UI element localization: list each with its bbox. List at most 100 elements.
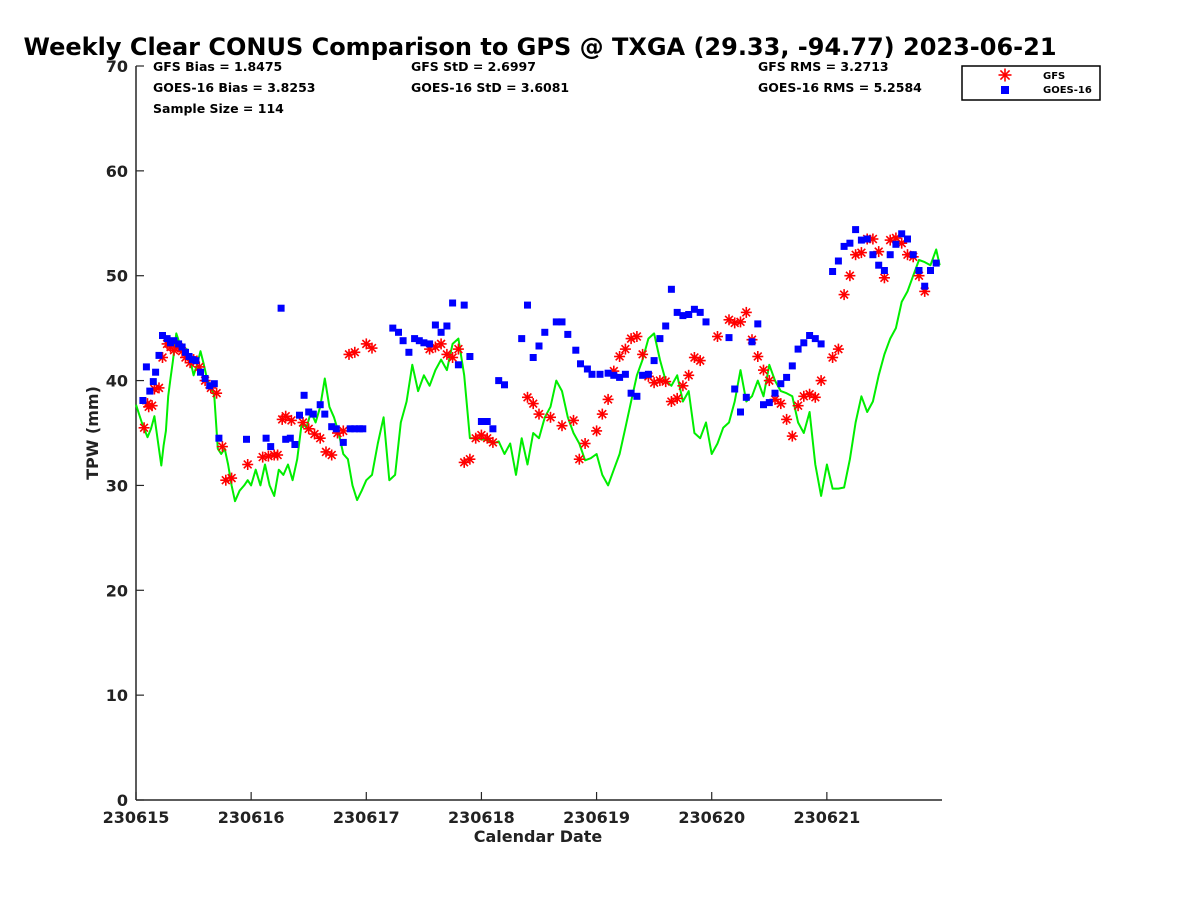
gfs-point (815, 375, 827, 387)
goes-point (541, 328, 549, 336)
goes-point (915, 267, 923, 274)
goes-point (309, 410, 317, 418)
goes-point (725, 334, 733, 342)
goes-point (777, 380, 785, 388)
goes-point (411, 335, 419, 343)
goes-point (426, 340, 434, 348)
legend-gfs-asterisk (998, 68, 1012, 82)
goes-point (552, 318, 560, 326)
goes-point (685, 311, 693, 318)
y-axis-label: TPW (mm) (83, 386, 102, 480)
goes-point (667, 285, 675, 293)
gfs-point (360, 338, 372, 350)
gfs-point (545, 411, 556, 423)
gfs-point (211, 387, 223, 399)
goes-point (742, 393, 750, 401)
gfs-point (146, 400, 158, 412)
goes-point (321, 410, 329, 418)
goes-point (880, 267, 888, 274)
goes-point (155, 351, 163, 359)
gfs-point (809, 391, 821, 403)
gfs-point (280, 410, 292, 422)
axes: 0 10 20 30 40 50 60 70 230615 230616 230617 230618 2… (103, 57, 942, 827)
goes-point (431, 321, 439, 329)
x-tick-label: 230615 (103, 808, 170, 827)
goes-point (610, 371, 618, 379)
goes-point (596, 370, 604, 378)
gfs-point (349, 346, 361, 358)
goes-point (449, 299, 457, 307)
goes-point (800, 339, 808, 347)
gfs-point (758, 364, 769, 376)
goes-point (170, 337, 178, 345)
goes-point (679, 312, 687, 320)
goes-point (210, 380, 218, 388)
goes-point (529, 354, 537, 361)
gfs-point (452, 343, 464, 355)
gfs-point (138, 422, 150, 434)
goes-point (558, 318, 566, 326)
goes-point (794, 345, 802, 353)
goes-point (702, 318, 710, 326)
goes-point (359, 425, 367, 433)
goes-point (346, 425, 354, 433)
goes-point (588, 370, 596, 378)
goes-point (339, 438, 347, 446)
goes-point (483, 418, 491, 425)
gfs-point (792, 400, 804, 412)
gfs-point (556, 420, 568, 432)
gfs-point (614, 351, 626, 362)
goes-point (604, 369, 612, 377)
legend-box (961, 65, 1101, 101)
y-tick-label: 70 (106, 57, 128, 76)
goes-point (583, 365, 591, 373)
goes-point (437, 328, 445, 336)
goes-point (892, 240, 900, 248)
gfs-point (677, 380, 689, 392)
goes-point (399, 337, 407, 345)
goes-point (852, 226, 860, 234)
goes-point (535, 342, 543, 350)
goes-point (564, 330, 572, 338)
gfs-point (596, 408, 608, 420)
gfs-point (326, 449, 338, 461)
gfs-point (740, 306, 752, 318)
x-tick-label: 230619 (563, 808, 630, 827)
gfs-point (533, 408, 545, 420)
stat-gfs-rms: GFS RMS = 3.2713 (758, 59, 889, 74)
gfs-point (763, 375, 775, 387)
stat-goes-std: GOES-16 StD = 3.6081 (411, 80, 569, 95)
goes-point (489, 425, 497, 433)
goes-point (731, 385, 739, 393)
goes-point (389, 324, 397, 332)
gfs-point (303, 423, 315, 435)
stat-goes-bias: GOES-16 Bias = 3.8253 (153, 80, 315, 95)
legend-gfs-marker (998, 68, 1012, 82)
x-tick-label: 230618 (448, 808, 515, 827)
goes-point (834, 257, 842, 265)
goes-point (639, 371, 647, 379)
gfs-point (591, 425, 603, 437)
goes-point (577, 360, 584, 368)
gfs-point (481, 432, 493, 444)
goes-point (788, 362, 796, 370)
goes-point (737, 408, 744, 416)
goes-point (206, 382, 214, 390)
gfs-point (844, 270, 856, 282)
goes-point (673, 308, 681, 316)
goes-point (690, 305, 698, 313)
goes-point (215, 434, 223, 442)
goes-point (146, 387, 154, 395)
goes-point (163, 335, 171, 343)
gfs-point (573, 453, 585, 465)
goes-point (806, 332, 814, 339)
goes-point (139, 397, 147, 404)
gfs-series (138, 232, 931, 486)
goes-point (420, 339, 428, 347)
chart-title: Weekly Clear CONUS Comparison to GPS @ T… (23, 33, 1056, 61)
goes-point (518, 335, 526, 343)
gfs-point (216, 441, 228, 453)
goes-point (477, 418, 485, 425)
goes-point (909, 251, 917, 259)
goes-point (142, 363, 150, 371)
